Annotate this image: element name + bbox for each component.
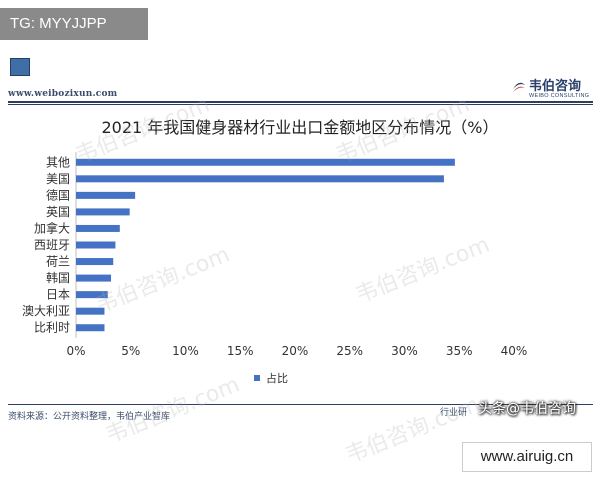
x-tick-label: 10%: [172, 344, 199, 358]
bar: [76, 208, 130, 216]
x-tick-label: 20%: [282, 344, 309, 358]
bar: [76, 175, 444, 183]
category-label: 澳大利亚: [22, 304, 70, 318]
category-label: 比利时: [34, 321, 70, 335]
bar: [76, 241, 116, 249]
site-url: www.weibozixun.com: [8, 89, 118, 99]
brand-logo: 韦伯咨询 WEIBO CONSULTING: [512, 78, 594, 100]
brand-name-cn: 韦伯咨询: [529, 79, 582, 94]
tg-tag: TG: MYYJJPP: [0, 8, 148, 40]
x-tick-label: 25%: [336, 344, 363, 358]
x-tick-label: 0%: [66, 344, 85, 358]
brand-name-en: WEIBO CONSULTING: [529, 93, 590, 99]
header-square-icon: [10, 58, 30, 76]
bar: [76, 307, 105, 315]
x-tick-label: 15%: [227, 344, 254, 358]
toutiao-handle: 头条@韦伯咨询: [478, 401, 576, 417]
domain-label: www.airuig.cn: [462, 442, 592, 472]
category-label: 其他: [46, 155, 70, 169]
category-label: 加拿大: [34, 220, 70, 235]
x-tick-label: 30%: [391, 344, 418, 358]
category-label: 韩国: [46, 270, 70, 285]
footer-rule: [8, 404, 593, 405]
category-label: 西班牙: [34, 238, 70, 252]
bar: [76, 324, 105, 332]
x-tick-label: 35%: [446, 344, 473, 358]
bar: [76, 258, 114, 266]
brand-emblem-icon: [513, 82, 525, 92]
x-tick-label: 5%: [121, 344, 140, 358]
category-label: 美国: [46, 172, 70, 186]
category-label: 德国: [46, 187, 70, 202]
bar: [76, 158, 455, 166]
bar: [76, 191, 136, 199]
category-label: 英国: [46, 205, 70, 219]
chart-title: 2021 年我国健身器材行业出口金额地区分布情况（%）: [101, 118, 499, 137]
bar: [76, 291, 108, 299]
legend-swatch: [254, 375, 260, 381]
header-rule: [8, 101, 593, 103]
x-tick-label: 40%: [501, 344, 528, 358]
header-rule-thin: [8, 104, 593, 105]
legend-label: 占比: [266, 371, 288, 385]
bar: [76, 224, 120, 232]
category-label: 日本: [46, 288, 70, 302]
source-note-right: 行业研: [440, 408, 468, 418]
source-note: 资料来源：公开资料整理，韦伯产业智库: [8, 412, 171, 422]
bar: [76, 274, 112, 282]
category-label: 荷兰: [46, 255, 70, 269]
